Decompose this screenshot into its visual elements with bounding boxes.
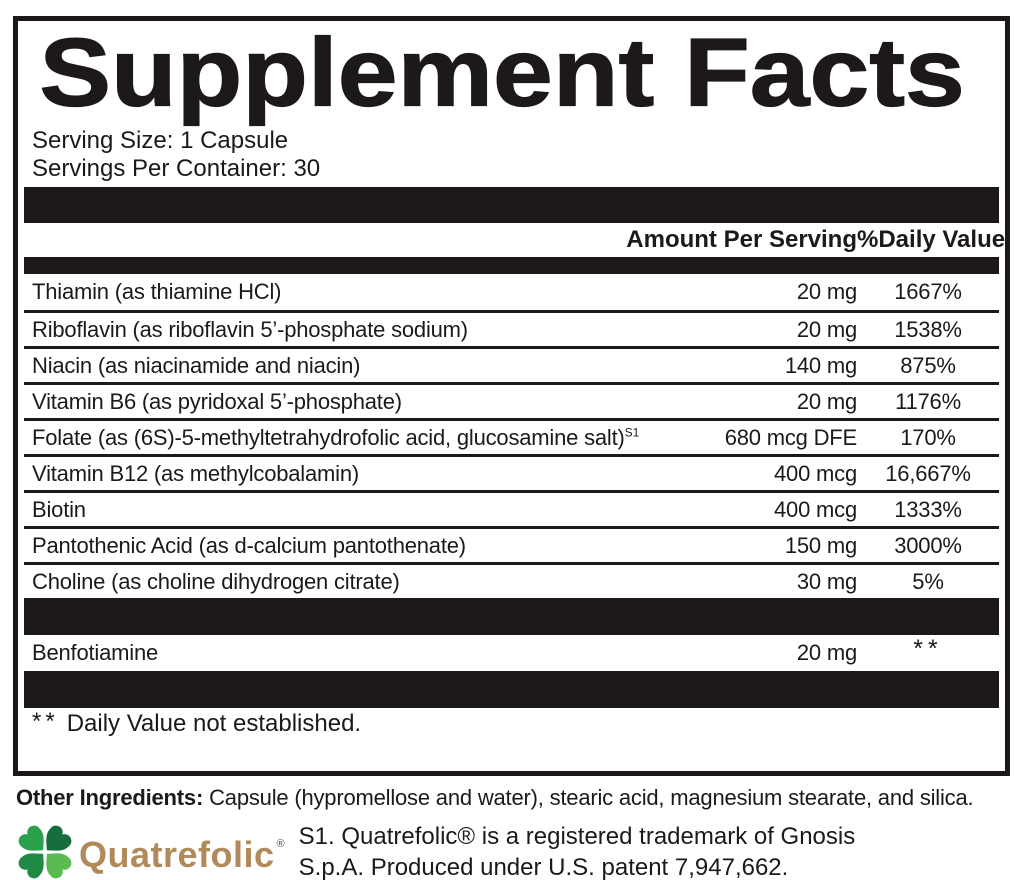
nutrient-row: Niacin (as niacinamide and niacin) 140 m… xyxy=(24,346,999,382)
nutrient-amount: 140 mg xyxy=(784,352,857,378)
nutrient-name: Niacin (as niacinamide and niacin) xyxy=(32,352,361,378)
quatrefolic-attribution: Quatrefolic ® S1. Quatrefolic® is a regi… xyxy=(16,821,1024,880)
daily-value-header: %Daily Value xyxy=(857,226,1006,253)
other-ingredients: Other Ingredients: Capsule (hypromellose … xyxy=(16,785,1024,811)
nutrient-daily-value: 1176% xyxy=(895,388,961,414)
nutrient-row: Folate (as (6S)-5-methyltetrahydrofolic … xyxy=(24,418,999,454)
nutrient-rows: Thiamin (as thiamine HCl) 20 mg 1667% Ri… xyxy=(24,274,999,598)
footnote-asterisks: ** xyxy=(32,708,59,735)
nutrient-daily-value: 1667% xyxy=(894,279,962,304)
nutrient-name: Vitamin B6 (as pyridoxal 5’-phosphate) xyxy=(32,388,402,414)
divider-bar-under-headers xyxy=(24,257,999,274)
nutrient-row: Pantothenic Acid (as d-calcium pantothen… xyxy=(24,526,999,562)
serving-size: Serving Size: 1 Capsule xyxy=(32,127,289,154)
other-ingredients-text: Capsule (hypromellose and water), steari… xyxy=(209,785,974,810)
registered-trademark-symbol: ® xyxy=(276,838,285,850)
nutrient-daily-value: 1538% xyxy=(894,316,962,342)
nutrient-daily-value: 3000% xyxy=(894,532,962,558)
nutrient-daily-value: 16,667% xyxy=(885,460,971,486)
servings-per-container: Servings Per Container: 30 xyxy=(32,155,321,182)
nutrient-name: Choline (as choline dihydrogen citrate) xyxy=(32,568,400,594)
supplement-facts-label: Supplement Facts Serving Size: 1 Capsule… xyxy=(0,16,1024,880)
nutrient-row: Vitamin B6 (as pyridoxal 5’-phosphate) 2… xyxy=(24,382,999,418)
nutrient-amount: 20 mg xyxy=(796,316,857,342)
nutrient-row: Thiamin (as thiamine HCl) 20 mg 1667% xyxy=(24,274,999,310)
nutrient-row: Choline (as choline dihydrogen citrate) … xyxy=(24,562,999,598)
nutrient-daily-value: 170% xyxy=(900,424,956,450)
nutrient-amount: 680 mcg DFE xyxy=(724,424,857,450)
divider-bar-top xyxy=(24,187,999,223)
nutrient-amount: 20 mg xyxy=(796,388,857,414)
nutrient-name: Vitamin B12 (as methylcobalamin) xyxy=(32,460,360,486)
nutrient-amount: 150 mg xyxy=(784,532,857,558)
nutrient-name: Thiamin (as thiamine HCl) xyxy=(32,279,282,304)
nutrient-row: Vitamin B12 (as methylcobalamin) 400 mcg… xyxy=(24,454,999,490)
nutrient-row-benfotiamine: Benfotiamine 20 mg ** xyxy=(24,635,999,671)
title-block: Supplement Facts xyxy=(30,27,999,127)
column-headers: Amount Per Serving %Daily Value xyxy=(24,223,1006,257)
nutrient-amount: 400 mcg xyxy=(774,460,857,486)
other-ingredients-label: Other Ingredients: xyxy=(16,785,204,810)
nutrient-row: Biotin 400 mcg 1333% xyxy=(24,490,999,526)
daily-value-footnote: ** Daily Value not established. xyxy=(24,708,999,740)
nutrient-daily-value: 875% xyxy=(900,352,956,378)
footnote-text: Daily Value not established. xyxy=(66,710,362,737)
nutrient-amount: 20 mg xyxy=(796,279,857,304)
facts-panel: Supplement Facts Serving Size: 1 Capsule… xyxy=(13,16,1010,776)
clover-icon xyxy=(16,823,74,880)
trademark-notice: S1. Quatrefolic® is a registered tradema… xyxy=(299,821,856,880)
panel-title: Supplement Facts xyxy=(39,27,964,126)
nutrient-dv-asterisks: ** xyxy=(913,634,943,663)
nutrient-name: Folate (as (6S)-5-methyltetrahydrofolic … xyxy=(32,424,625,450)
nutrient-name: Riboflavin (as riboflavin 5’-phosphate s… xyxy=(32,316,468,342)
trademark-line-1: S1. Quatrefolic® is a registered tradema… xyxy=(298,823,856,850)
quatrefolic-logo: Quatrefolic ® xyxy=(16,823,285,880)
nutrient-name: Benfotiamine xyxy=(32,640,159,665)
nutrient-amount: 20 mg xyxy=(796,640,857,665)
divider-bar-bottom xyxy=(24,671,999,708)
nutrient-amount: 400 mcg xyxy=(774,496,857,522)
nutrient-footnote-ref: S1 xyxy=(624,425,640,440)
divider-bar-mid xyxy=(24,598,999,635)
trademark-line-2: S.p.A. Produced under U.S. patent 7,947,… xyxy=(298,854,789,880)
nutrient-row: Riboflavin (as riboflavin 5’-phosphate s… xyxy=(24,310,999,346)
nutrient-daily-value: 5% xyxy=(912,568,944,594)
quatrefolic-wordmark: Quatrefolic xyxy=(79,834,275,875)
nutrient-daily-value: 1333% xyxy=(894,496,962,522)
amount-per-serving-header: Amount Per Serving xyxy=(626,226,857,253)
nutrient-name: Biotin xyxy=(32,496,86,522)
nutrient-amount: 30 mg xyxy=(796,568,857,594)
nutrient-name: Pantothenic Acid (as d-calcium pantothen… xyxy=(32,532,466,558)
